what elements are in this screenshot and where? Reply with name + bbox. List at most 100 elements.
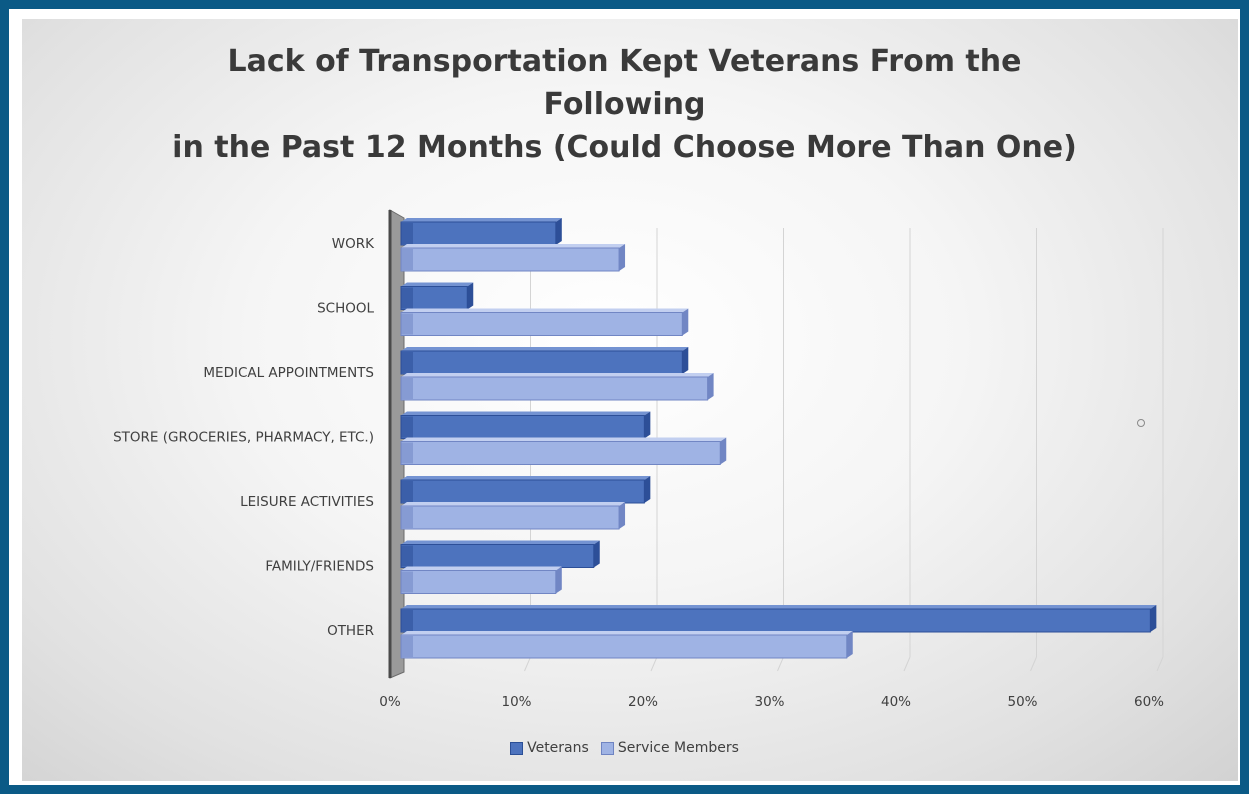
bar-top-face [401, 373, 714, 377]
bar-end-face [1150, 605, 1157, 632]
bar-front-face [400, 350, 683, 375]
legend-label-service-members: Service Members [617, 740, 739, 756]
x-tick-label: 60% [1134, 694, 1164, 710]
category-label: MEDICAL APPOINTMENTS [203, 365, 374, 381]
bar-front-face [400, 441, 721, 465]
bar-front-face [400, 376, 709, 401]
x-tick-label: 0% [379, 694, 401, 710]
bar-top-face [401, 347, 689, 351]
bar-top-face [401, 218, 562, 222]
bar-veterans [400, 282, 474, 310]
bar-service-members [400, 437, 727, 465]
bar-front-face [400, 247, 620, 272]
bar-left-cap [401, 313, 413, 335]
x-tick-label: 20% [628, 694, 658, 710]
bar-front-face [400, 608, 1151, 633]
bar-top-face [401, 631, 853, 635]
bar-left-cap [401, 571, 413, 593]
bar-top-face [401, 282, 474, 287]
bar-front-face [400, 479, 645, 504]
category-label: WORK [332, 236, 375, 252]
bar-left-cap [401, 610, 413, 631]
bar-service-members [400, 308, 689, 336]
gridline-foot [1156, 656, 1164, 672]
bar-left-cap [401, 481, 413, 502]
bar-top-face [401, 244, 626, 248]
gridline-foot [524, 656, 531, 672]
bar-veterans [400, 540, 600, 568]
gridline-foot [777, 656, 784, 672]
category-label: STORE (GROCERIES, PHARMACY, ETC.) [113, 430, 374, 446]
bar-veterans [400, 605, 1157, 633]
bar-front-face [400, 415, 645, 439]
bar-left-cap [401, 378, 413, 399]
bar-end-face [619, 244, 626, 271]
bar-top-face [401, 476, 651, 480]
bar-end-face [555, 218, 562, 245]
bar-service-members [400, 566, 562, 594]
legend-item-veterans: Veterans [510, 740, 589, 756]
bar-left-cap [401, 636, 413, 657]
bar-end-face [593, 540, 600, 568]
chart-title-line-3: in the Past 12 Months (Could Choose More… [172, 130, 1077, 165]
bar-front-face [400, 221, 557, 246]
chart-title: Lack of Transportation Kept Veterans Fro… [0, 40, 1249, 169]
bar-top-face [401, 605, 1157, 609]
bar-service-members [400, 502, 626, 530]
bar-end-face [682, 308, 689, 336]
legend-swatch-service-members [600, 741, 614, 755]
bar-end-face [467, 282, 474, 310]
stray-marker [1137, 419, 1145, 427]
bar-end-face [644, 411, 651, 439]
x-tick-label: 30% [754, 694, 784, 710]
bar-end-face [555, 566, 562, 594]
bar-top-face [401, 566, 562, 571]
bar-left-cap [401, 416, 413, 438]
bar-end-face [707, 373, 714, 400]
bar-top-face [401, 437, 727, 442]
chart-title-line-2: Following [543, 87, 706, 122]
bar-front-face [400, 505, 620, 530]
bar-left-cap [401, 287, 413, 309]
bar-front-face [400, 312, 683, 336]
gridline-foot [650, 656, 658, 672]
bar-veterans [400, 218, 562, 246]
category-label: FAMILY/FRIENDS [265, 559, 374, 575]
chart-title-line-1: Lack of Transportation Kept Veterans Fro… [227, 44, 1022, 79]
legend: Veterans Service Members [0, 740, 1249, 756]
legend-label-veterans: Veterans [527, 740, 589, 756]
bar-end-face [619, 502, 626, 529]
x-tick-label: 50% [1007, 694, 1037, 710]
bar-left-cap [401, 507, 413, 528]
bar-service-members [400, 373, 714, 401]
legend-item-service-members: Service Members [600, 740, 739, 756]
legend-swatch-veterans [510, 741, 524, 755]
bar-left-cap [401, 442, 413, 464]
bar-service-members [400, 631, 853, 659]
bar-top-face [401, 540, 600, 545]
bar-left-cap [401, 223, 413, 244]
bar-front-face [400, 634, 848, 659]
bar-end-face [846, 631, 853, 658]
bar-veterans [400, 476, 651, 504]
bar-service-members [400, 244, 626, 272]
bar-end-face [682, 347, 689, 374]
gridline-foot [1030, 656, 1037, 672]
bar-top-face [401, 411, 651, 416]
bar-top-face [401, 502, 626, 506]
category-label: OTHER [327, 623, 374, 639]
bar-veterans [400, 411, 651, 439]
bar-veterans [400, 347, 689, 375]
category-label: SCHOOL [317, 301, 374, 317]
bar-top-face [401, 308, 689, 313]
bar-front-face [400, 570, 557, 594]
category-label: LEISURE ACTIVITIES [240, 494, 374, 510]
bar-left-cap [401, 249, 413, 270]
gridline-foot [903, 656, 911, 672]
x-tick-label: 10% [501, 694, 531, 710]
bar-end-face [720, 437, 727, 465]
x-tick-label: 40% [881, 694, 911, 710]
bar-front-face [400, 544, 595, 568]
bar-left-cap [401, 352, 413, 373]
